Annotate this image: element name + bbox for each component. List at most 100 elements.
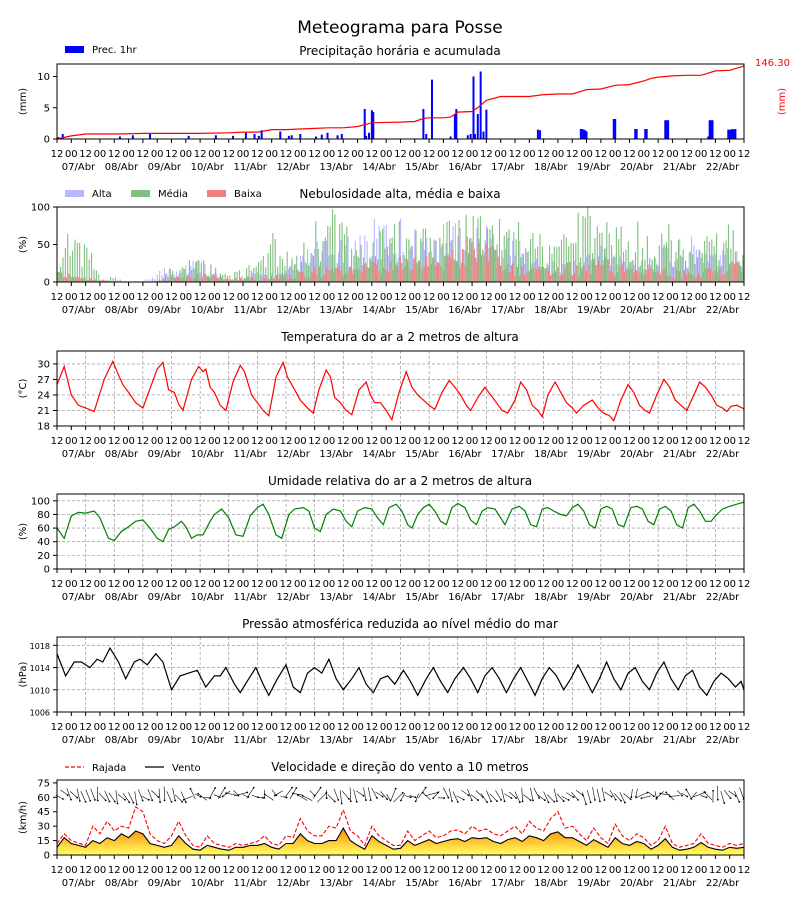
cloud-bar-media <box>498 218 501 282</box>
wind-direction-arrow <box>367 787 372 801</box>
cloud-bar-baixa <box>154 280 156 282</box>
cloud-bar-media <box>379 231 381 282</box>
wind-direction-arrow-head <box>690 797 693 800</box>
pressure-xtick-hour: 12 <box>680 722 693 733</box>
cloud-bar-media <box>541 246 543 282</box>
cloud-bar-baixa <box>216 277 218 282</box>
cloud-bar-media <box>470 238 472 282</box>
wind-direction-arrow-head <box>652 795 655 798</box>
cloud-bar-media <box>708 241 710 282</box>
cloud-bar-baixa <box>173 277 175 282</box>
cloud-bar-baixa <box>435 266 437 282</box>
precip-bar <box>730 129 733 139</box>
temperature-title: Temperatura do ar a 2 metros de altura <box>280 330 519 344</box>
cloud-bar-baixa <box>485 244 487 282</box>
wind-direction-arrow-head <box>84 800 87 803</box>
cloud-bar-media <box>642 248 644 282</box>
wind-speed-area <box>57 828 744 855</box>
cloud-bar-baixa <box>354 269 356 282</box>
cloud-bar-media <box>317 248 319 282</box>
temperature-xtick-date: 10/Abr <box>191 449 225 460</box>
cloud-bar-alta <box>373 219 375 282</box>
cloud-bar-alta <box>724 254 726 282</box>
cloud-bar-alta <box>309 262 311 282</box>
cloud-bar-media <box>460 262 462 282</box>
humidity-xtick-hour: 00 <box>552 579 565 590</box>
cloud-bar-alta <box>383 226 385 282</box>
wind-xtick-hour: 00 <box>122 865 135 876</box>
cloud-bar-baixa <box>631 268 633 282</box>
precip-bar <box>728 129 731 139</box>
wind-direction-arrow-head <box>594 799 596 801</box>
humidity-title: Umidade relativa do ar a 2 metros de alt… <box>268 474 532 488</box>
temperature-ytick-label: 21 <box>37 406 50 417</box>
cloud-bar-alta <box>512 240 514 282</box>
cloud-bar-media <box>727 224 730 282</box>
wind-direction-arrow <box>108 792 116 802</box>
precip-bar <box>118 136 121 139</box>
pressure-xtick-hour: 12 <box>423 722 436 733</box>
wind-xtick-hour: 00 <box>179 865 192 876</box>
cloud-bar-baixa <box>557 267 559 282</box>
cloud-legend-label: Média <box>158 188 188 200</box>
cloud-bar-baixa <box>590 273 592 282</box>
cloud-bar-alta <box>705 253 707 282</box>
humidity-xtick-hour: 12 <box>222 579 235 590</box>
temperature-xtick-hour: 12 <box>394 436 407 447</box>
humidity-xtick-date: 21/Abr <box>663 592 697 603</box>
cloud-bar-alta <box>402 251 404 282</box>
temperature-xtick-hour: 00 <box>695 436 708 447</box>
wind-direction-arrow-head <box>159 801 161 803</box>
cloud-bar-media <box>456 261 458 282</box>
cloud-bar-media <box>506 231 508 282</box>
humidity-xtick-hour: 00 <box>151 579 164 590</box>
cloud-bar-baixa <box>340 270 342 282</box>
cloud-bar-media <box>439 237 441 282</box>
wind-direction-arrow-head <box>147 798 150 801</box>
cloud-bar-baixa <box>473 249 475 282</box>
wind-direction-arrow-head <box>518 801 521 804</box>
wind-direction-arrow <box>681 792 688 797</box>
cloud-bar-media <box>110 276 112 282</box>
cloud-bar-media <box>482 249 484 282</box>
cloud-bar-media <box>539 234 541 282</box>
cloud-bar-baixa <box>418 260 421 282</box>
cloud-bar-alta <box>192 261 194 282</box>
cloud-bar-baixa <box>309 277 311 282</box>
precip-xtick-hour: 12 <box>108 149 121 160</box>
cloud-bar-alta <box>307 249 309 282</box>
wind-direction-arrow <box>264 794 274 801</box>
wind-direction-arrow-head <box>620 799 622 802</box>
cloud-bar-media <box>606 221 608 282</box>
cloud-bar-baixa <box>605 257 607 282</box>
pressure-xtick-hour: 12 <box>280 722 293 733</box>
cloud-bar-media <box>420 238 422 282</box>
wind-direction-arrow-head <box>500 798 503 801</box>
pressure-xtick-date: 21/Abr <box>663 735 697 746</box>
cloud-bar-media <box>611 245 613 282</box>
cloud-bar-baixa <box>676 270 678 282</box>
wind-direction-arrow <box>284 787 293 799</box>
cloud-bar-alta <box>168 269 170 282</box>
wind-xtick-date: 14/Abr <box>362 878 396 889</box>
cloud-bar-media <box>656 264 658 282</box>
cloud-bar-baixa <box>206 276 208 282</box>
cloud-legend-swatch <box>207 190 226 197</box>
clouds-xtick-hour: 00 <box>408 292 421 303</box>
wind-direction-arrow <box>393 792 403 803</box>
cloud-bar-media <box>596 226 598 282</box>
wind-direction-arrow-head <box>246 791 249 794</box>
cloud-bar-baixa <box>313 267 316 282</box>
cloud-bar-baixa <box>659 275 661 282</box>
cloud-bar-baixa <box>488 260 490 282</box>
precip-xtick-hour: 12 <box>537 149 550 160</box>
wind-xtick-hour: 00 <box>351 865 364 876</box>
cloud-bar-baixa <box>84 280 87 282</box>
cloud-bar-media <box>675 252 677 282</box>
wind-legend-speed-label: Vento <box>172 763 201 774</box>
pressure-xtick-hour: 12 <box>137 722 150 733</box>
humidity-xtick-hour: 00 <box>237 579 250 590</box>
temperature-xtick-date: 22/Abr <box>706 449 740 460</box>
wind-xtick-date: 12/Abr <box>276 878 310 889</box>
clouds-xtick-hour: 00 <box>94 292 107 303</box>
